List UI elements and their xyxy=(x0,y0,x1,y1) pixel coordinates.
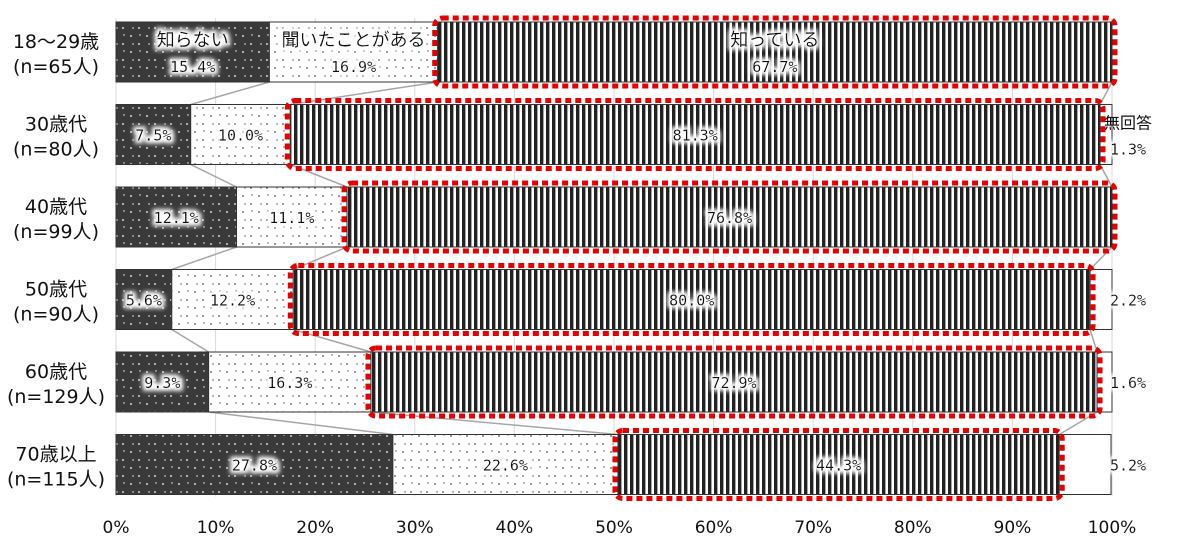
category-label: 30歳代 xyxy=(25,114,87,136)
data-label: 1.6% xyxy=(1110,374,1146,392)
data-label: 72.9% xyxy=(711,374,756,392)
bar-segment-3 xyxy=(346,186,1113,248)
bar-segment-4 xyxy=(1099,104,1113,165)
data-label: 5.2% xyxy=(1110,457,1146,475)
data-label: 12.2% xyxy=(210,292,255,310)
data-label: 22.6% xyxy=(483,457,528,475)
connector-lines xyxy=(171,81,1113,436)
bar-segment-3 xyxy=(289,104,1101,165)
highlight-box xyxy=(284,98,1106,171)
bar-segment-2 xyxy=(208,351,372,413)
x-tick-label: 70% xyxy=(794,518,832,538)
data-label: 10.0% xyxy=(218,127,263,145)
data-label: 1.3% xyxy=(1110,141,1146,159)
category-labels: 18～29歳 (n=65人) 30歳代 (n=80人) 40歳代 (n=99人) 50歳代 (… xyxy=(7,31,105,491)
bar-segment-3 xyxy=(437,21,1113,83)
data-label: 9.3% xyxy=(144,374,180,392)
bars xyxy=(115,21,1113,495)
connector-line xyxy=(171,246,237,271)
category-sample-size: (n=80人) xyxy=(13,139,99,161)
connector-line xyxy=(1089,329,1098,353)
connector-line xyxy=(208,411,393,436)
bar-segment-1 xyxy=(115,351,210,413)
category-label: 50歳代 xyxy=(25,279,87,301)
x-tick-label: 60% xyxy=(695,518,733,538)
category-label: 70歳以上 xyxy=(15,444,96,466)
data-label: 80.0% xyxy=(669,292,714,310)
connector-line xyxy=(190,81,270,106)
bar-segment-1 xyxy=(115,104,192,165)
bar-segment-2 xyxy=(236,186,348,248)
bar-segment-2 xyxy=(392,434,619,495)
data-label: 11.1% xyxy=(269,209,314,227)
highlight-box xyxy=(287,263,1096,336)
highlight-box xyxy=(612,428,1065,501)
bar-segment-3 xyxy=(370,351,1098,413)
bar-segment-3 xyxy=(292,269,1091,330)
x-axis-tick-labels: 0% 10% 20% 30% 40% 50% 60% 70% 80% 90% 100% xyxy=(103,518,1137,538)
data-label: 5.6% xyxy=(126,292,162,310)
category-sample-size: (n=90人) xyxy=(13,304,99,326)
data-label: 76.8% xyxy=(707,209,752,227)
x-tick-label: 90% xyxy=(994,518,1032,538)
x-tick-label: 10% xyxy=(197,518,235,538)
bar-segment-1 xyxy=(115,186,238,248)
x-tick-label: 50% xyxy=(595,518,633,538)
data-label: 2.2% xyxy=(1110,292,1146,310)
bar-segment-2 xyxy=(268,21,439,83)
data-label: 7.5% xyxy=(135,127,171,145)
category-label: 40歳代 xyxy=(25,196,87,218)
data-label: 67.7% xyxy=(752,58,797,76)
data-label: 12.1% xyxy=(154,209,199,227)
category-label: 18～29歳 xyxy=(13,31,99,53)
highlight-box xyxy=(432,15,1118,89)
category-sample-size: (n=115人) xyxy=(7,469,105,491)
x-tick-label: 20% xyxy=(296,518,334,538)
bar-segment-4 xyxy=(1096,351,1113,413)
bar-segment-2 xyxy=(190,104,291,165)
connector-line xyxy=(171,328,210,353)
series-name-label: 知っている xyxy=(730,30,819,51)
data-label: 15.4% xyxy=(170,58,215,76)
data-label: 81.3% xyxy=(673,127,718,145)
connector-line xyxy=(190,163,237,188)
x-tick-label: 40% xyxy=(496,518,534,538)
x-tick-label: 0% xyxy=(103,518,130,538)
series-name-label: 聞いたことがある xyxy=(282,30,426,51)
bar-segment-1 xyxy=(115,269,173,330)
highlight-box xyxy=(341,180,1118,254)
category-sample-size: (n=129人) xyxy=(7,386,105,408)
data-label: 16.3% xyxy=(267,374,312,392)
bar-segment-4 xyxy=(1058,434,1112,495)
category-sample-size: (n=65人) xyxy=(13,56,99,78)
series-name-label: 知らない xyxy=(157,30,229,51)
x-tick-label: 30% xyxy=(396,518,434,538)
category-label: 60歳代 xyxy=(25,361,87,383)
highlight-box xyxy=(365,345,1103,419)
data-label: 27.8% xyxy=(232,457,277,475)
data-label: 44.3% xyxy=(816,457,861,475)
x-tick-label: 100% xyxy=(1088,518,1137,538)
gridlines xyxy=(115,18,1113,497)
data-labels: 知らない 15.4% 聞いたことがある 16.9% 知っている 67.7% 7.5% 10.0… xyxy=(126,30,1152,475)
data-label: 16.9% xyxy=(331,58,376,76)
category-sample-size: (n=99人) xyxy=(13,221,99,243)
highlight-boxes xyxy=(284,15,1118,501)
bar-segment-2 xyxy=(171,269,294,330)
series-name-label: 無回答 xyxy=(1104,114,1152,133)
connector-line xyxy=(290,81,438,106)
x-tick-label: 80% xyxy=(894,518,932,538)
